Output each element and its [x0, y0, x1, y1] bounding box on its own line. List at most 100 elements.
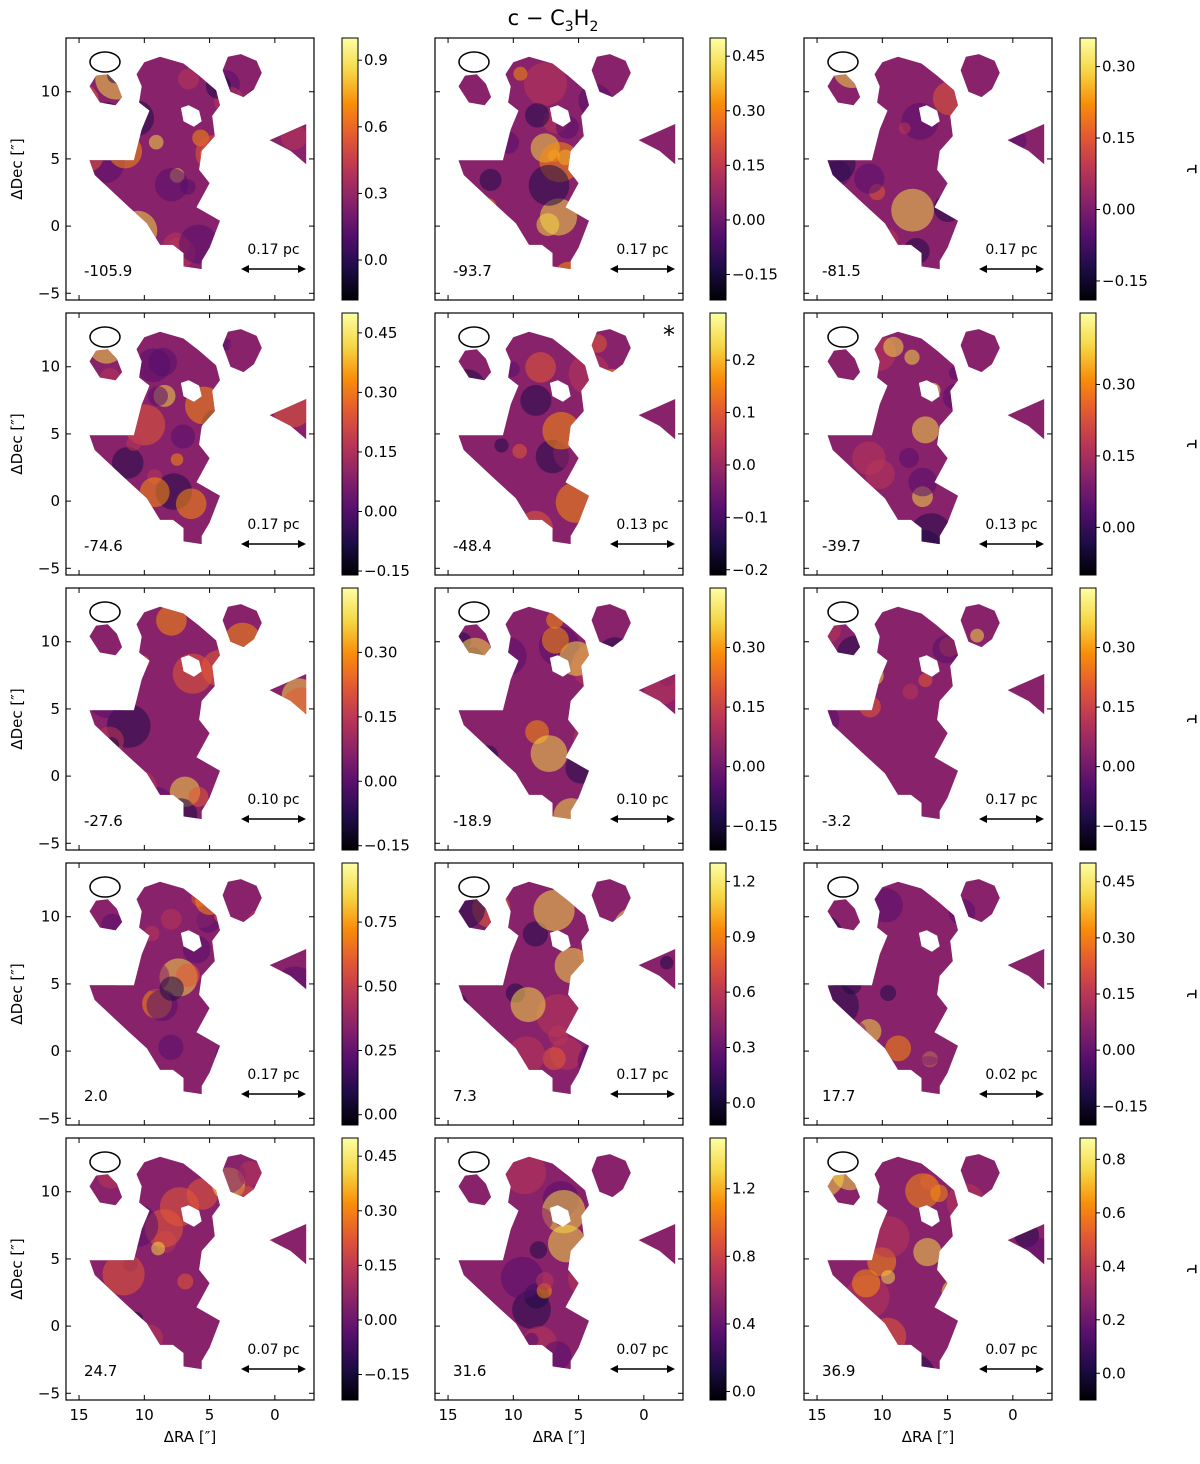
- colorbar-tick-label: 0.9: [364, 51, 388, 69]
- map-feature: [636, 971, 653, 988]
- map-feature: [613, 1273, 631, 1290]
- map-feature: [974, 1034, 999, 1059]
- y-tick-label: −5: [38, 1384, 60, 1402]
- map-feature: [473, 785, 502, 814]
- map-feature: [214, 86, 245, 117]
- map-feature: [942, 383, 970, 411]
- colorbar: [341, 37, 359, 301]
- map-feature: [477, 197, 497, 218]
- scale-arrow-right: [1036, 540, 1044, 548]
- scale-arrow-right: [667, 1365, 675, 1373]
- colorbar-tick-label: −0.15: [732, 817, 778, 835]
- map-feature: [891, 188, 934, 232]
- map-feature: [178, 68, 200, 90]
- map-feature: [883, 336, 904, 357]
- x-tick-label: 15: [70, 1406, 89, 1424]
- axes-frame: [434, 312, 684, 576]
- map-feature: [615, 938, 632, 955]
- map-feature: [962, 1287, 993, 1318]
- map-feature: [992, 212, 1023, 243]
- scale-label: 0.07 pc: [616, 1342, 668, 1358]
- map-feature: [108, 134, 143, 169]
- map-feature: [598, 193, 619, 214]
- map-feature: [463, 656, 480, 673]
- map-feature: [892, 1353, 935, 1370]
- x-axis-label: ΔRA [″]: [902, 1428, 954, 1446]
- map-feature: [176, 963, 200, 988]
- map-feature: [642, 887, 666, 911]
- tau-map: [827, 604, 1045, 820]
- beam-ellipse: [89, 601, 121, 623]
- map-feature: [871, 227, 899, 255]
- map-feature: [836, 788, 862, 815]
- map-feature: [89, 138, 104, 173]
- map-feature: [948, 898, 976, 926]
- map-feature: [578, 83, 612, 118]
- map-feature: [597, 637, 633, 672]
- x-axis-label: ΔRA [″]: [533, 1428, 585, 1446]
- y-tick-label: 5: [50, 425, 60, 443]
- panel-10: −5 0 5 10 2.0 0.17 pc 0.00 0.25 0.50 0.75 ΔDec [″]: [8, 862, 397, 1127]
- colorbar-tick-label: 0.45: [364, 1147, 397, 1165]
- map-feature: [201, 649, 239, 687]
- colorbar-tick-label: 0.50: [364, 977, 397, 995]
- map-feature: [525, 352, 556, 383]
- map-feature: [66, 1264, 88, 1286]
- map-feature: [968, 671, 992, 695]
- colorbar-tick-label: 0.00: [364, 502, 397, 520]
- colorbar-tick-label: 0.25: [364, 1042, 397, 1060]
- scale-arrow-right: [1036, 815, 1044, 823]
- map-feature: [957, 1082, 980, 1095]
- colorbar-tick-label: 0.00: [732, 211, 765, 229]
- scale-arrow-left: [610, 1365, 618, 1373]
- map-feature: [179, 224, 218, 264]
- map-feature: [844, 1319, 873, 1348]
- colorbar-tick-label: 0.8: [732, 1247, 756, 1265]
- map-feature: [1014, 605, 1040, 632]
- map-feature: [89, 673, 96, 708]
- map-feature: [195, 135, 232, 172]
- map-feature: [546, 611, 564, 629]
- map-feature: [159, 976, 184, 1001]
- map-feature: [137, 786, 174, 820]
- map-feature: [970, 628, 984, 643]
- colorbar-tick-label: 0.15: [732, 156, 765, 174]
- map-feature: [863, 665, 884, 686]
- map-feature: [170, 424, 196, 449]
- map-feature: [99, 368, 121, 389]
- map-feature: [113, 1308, 133, 1328]
- y-tick-label: 5: [50, 700, 60, 718]
- scale-arrow-right: [1036, 265, 1044, 273]
- map-feature: [942, 1006, 982, 1045]
- colorbar: [1079, 312, 1097, 576]
- map-feature: [503, 1154, 547, 1195]
- map-feature: [881, 1270, 896, 1285]
- map-feature: [536, 994, 580, 1037]
- colorbar-tick-label: 0.3: [364, 184, 388, 202]
- scale-arrow-right: [667, 265, 675, 273]
- map-feature: [101, 913, 124, 936]
- map-feature: [832, 130, 848, 146]
- map-feature: [93, 102, 121, 129]
- map-feature: [626, 1051, 640, 1065]
- map-feature: [264, 1023, 302, 1061]
- map-feature: [498, 244, 531, 270]
- colorbar-tick-label: 0.00: [364, 1311, 397, 1329]
- map-feature: [261, 418, 286, 443]
- map-feature: [247, 1237, 278, 1268]
- tau-map: [66, 1154, 307, 1370]
- map-feature: [868, 888, 903, 923]
- colorbar-tick-label: 0.3: [732, 1039, 756, 1057]
- map-feature: [948, 475, 990, 517]
- beam-ellipse: [458, 326, 490, 348]
- y-axis-label: ΔDec [″]: [8, 963, 26, 1024]
- map-feature: [148, 386, 169, 406]
- scale-label: 0.02 pc: [985, 1067, 1037, 1083]
- map-feature: [1018, 755, 1045, 797]
- map-feature: [836, 635, 874, 673]
- map-feature: [512, 443, 527, 459]
- colorbar-tick-label: 0.15: [1102, 698, 1135, 716]
- colorbar: [709, 37, 727, 301]
- axes-frame: [65, 862, 315, 1126]
- map-feature: [154, 168, 189, 202]
